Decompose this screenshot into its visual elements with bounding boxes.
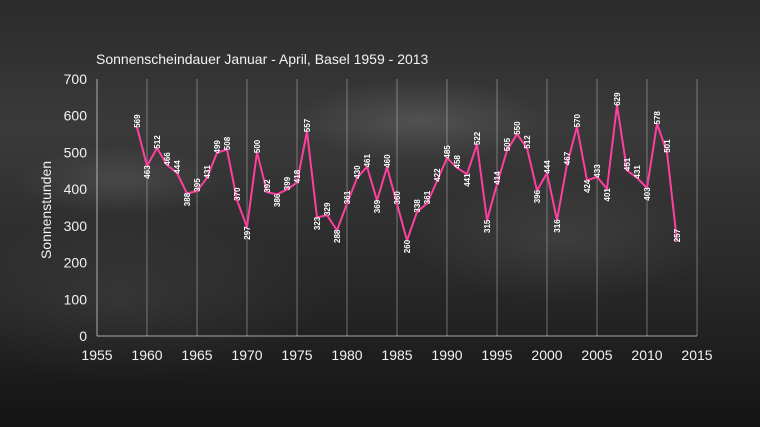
x-tick-label-2015: 2015 <box>681 347 712 363</box>
data-label-1999: 396 <box>533 189 542 203</box>
data-label-2003: 570 <box>573 113 582 127</box>
data-label-1966: 431 <box>203 165 212 179</box>
x-tick-label-2000: 2000 <box>531 347 562 363</box>
data-label-1960: 463 <box>143 165 152 179</box>
data-label-1994: 315 <box>483 219 492 233</box>
data-label-1982: 461 <box>363 153 372 167</box>
data-label-1998: 512 <box>523 135 532 149</box>
chart-title: Sonnenscheindauer Januar - April, Basel … <box>96 51 429 67</box>
data-label-1993: 522 <box>473 131 482 145</box>
x-tick-label-1955: 1955 <box>81 347 112 363</box>
x-tick-label-1985: 1985 <box>381 347 412 363</box>
data-label-1981: 430 <box>353 165 362 179</box>
data-label-1972: 392 <box>263 179 272 193</box>
data-label-1996: 505 <box>503 137 512 151</box>
data-label-1987: 338 <box>413 199 422 213</box>
data-label-1985: 360 <box>393 191 402 205</box>
y-tick-label-400: 400 <box>64 181 88 197</box>
data-label-1978: 329 <box>323 202 332 216</box>
data-label-1971: 500 <box>253 139 262 153</box>
y-axis-label: Sonnenstunden <box>38 161 54 259</box>
data-label-2005: 433 <box>593 164 602 178</box>
x-tick-label-1995: 1995 <box>481 347 512 363</box>
y-tick-label-100: 100 <box>64 291 88 307</box>
data-label-1983: 369 <box>373 199 382 213</box>
data-label-1969: 370 <box>233 187 242 201</box>
data-label-1986: 260 <box>403 239 412 253</box>
x-tick-label-1970: 1970 <box>231 347 262 363</box>
data-label-2010: 403 <box>643 187 652 201</box>
data-label-2009: 431 <box>633 165 642 179</box>
data-label-2001: 316 <box>553 219 562 233</box>
data-label-1967: 499 <box>213 140 222 154</box>
data-label-1973: 386 <box>273 193 282 207</box>
y-tick-label-0: 0 <box>79 328 87 344</box>
data-label-1976: 557 <box>303 118 312 132</box>
data-label-1979: 288 <box>333 229 342 243</box>
data-label-1992: 441 <box>463 173 472 187</box>
data-label-1959: 569 <box>133 114 142 128</box>
series-line <box>136 104 678 242</box>
data-label-1980: 361 <box>343 190 352 204</box>
data-label-2011: 578 <box>653 111 662 125</box>
x-tick-label-2010: 2010 <box>631 347 662 363</box>
data-label-1963: 444 <box>173 160 182 174</box>
data-label-1984: 460 <box>383 154 392 168</box>
x-tick-label-1975: 1975 <box>281 347 312 363</box>
data-label-1991: 458 <box>453 155 462 169</box>
data-label-2013: 257 <box>673 228 682 242</box>
data-label-1997: 550 <box>513 121 522 135</box>
data-label-1968: 508 <box>223 136 232 150</box>
data-label-2007: 629 <box>613 92 622 106</box>
data-label-1970: 297 <box>243 226 252 240</box>
x-tick-label-1990: 1990 <box>431 347 462 363</box>
x-axis-ticks: 1955 1960 1965 1970 1975 1980 1985 1990 1995 2000… <box>81 347 712 363</box>
y-tick-label-300: 300 <box>64 218 88 234</box>
data-label-1990: 485 <box>443 145 452 159</box>
x-tick-label-2005: 2005 <box>581 347 612 363</box>
series-line-group <box>136 104 678 242</box>
data-label-2006: 401 <box>603 188 612 202</box>
data-label-1988: 361 <box>423 190 432 204</box>
data-label-1965: 395 <box>193 178 202 192</box>
data-label-2008: 451 <box>623 157 632 171</box>
data-label-1961: 512 <box>153 135 162 149</box>
y-tick-label-600: 600 <box>64 108 88 124</box>
x-tick-label-1960: 1960 <box>131 347 162 363</box>
data-label-1964: 388 <box>183 192 192 206</box>
x-tick-label-1980: 1980 <box>331 347 362 363</box>
data-label-1974: 399 <box>283 176 292 190</box>
x-tick-label-1965: 1965 <box>181 347 212 363</box>
y-tick-label-200: 200 <box>64 255 88 271</box>
y-tick-label-700: 700 <box>64 71 88 87</box>
data-label-2000: 444 <box>543 160 552 174</box>
data-label-1989: 422 <box>433 168 442 182</box>
y-tick-label-500: 500 <box>64 144 88 160</box>
data-label-2002: 467 <box>563 151 572 165</box>
data-label-1962: 466 <box>163 152 172 166</box>
data-label-1995: 414 <box>493 171 502 185</box>
data-label-1975: 418 <box>293 169 302 183</box>
data-label-2004: 424 <box>583 179 592 193</box>
data-label-1977: 323 <box>313 216 322 230</box>
data-label-2012: 501 <box>663 139 672 153</box>
y-axis-ticks: 0 100 200 300 400 500 600 700 <box>64 71 88 344</box>
